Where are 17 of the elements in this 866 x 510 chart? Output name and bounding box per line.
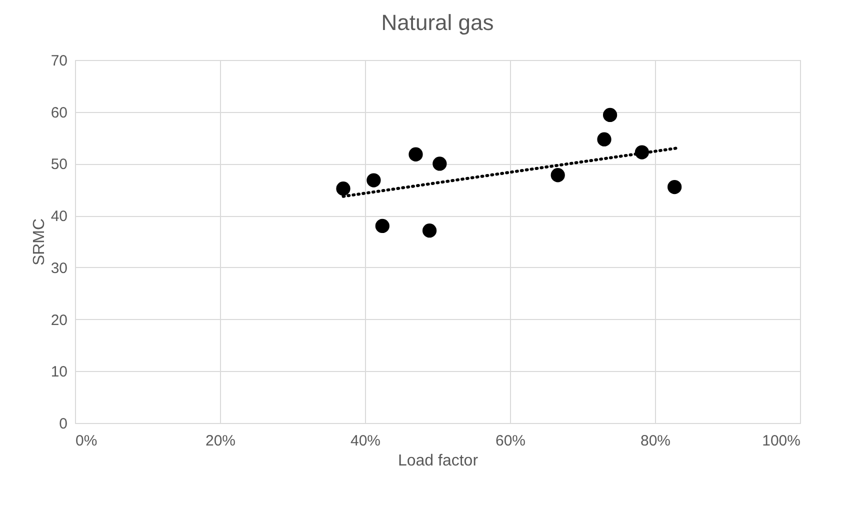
y-tick-label: 60: [50, 104, 68, 122]
y-tick-label: 0: [59, 416, 68, 432]
y-tick-label: 70: [50, 52, 68, 70]
x-tick-label: 60%: [495, 432, 526, 450]
y-tick-label: 10: [50, 364, 68, 381]
x-axis-title: Load factor: [398, 452, 479, 470]
x-tick-label: 80%: [640, 432, 671, 450]
y-tick-label: 30: [50, 260, 68, 277]
chart-title: Natural gas: [381, 10, 494, 35]
x-tick-label: 40%: [350, 432, 381, 450]
x-tick-label: 100%: [762, 432, 800, 450]
y-tick-label: 40: [50, 208, 68, 226]
y-axis-title: SRMC: [30, 218, 48, 266]
x-tick-label: 0%: [76, 432, 98, 450]
y-tick-label: 50: [50, 156, 68, 174]
x-tick-label: 20%: [205, 432, 236, 450]
y-tick-label: 20: [50, 312, 68, 329]
